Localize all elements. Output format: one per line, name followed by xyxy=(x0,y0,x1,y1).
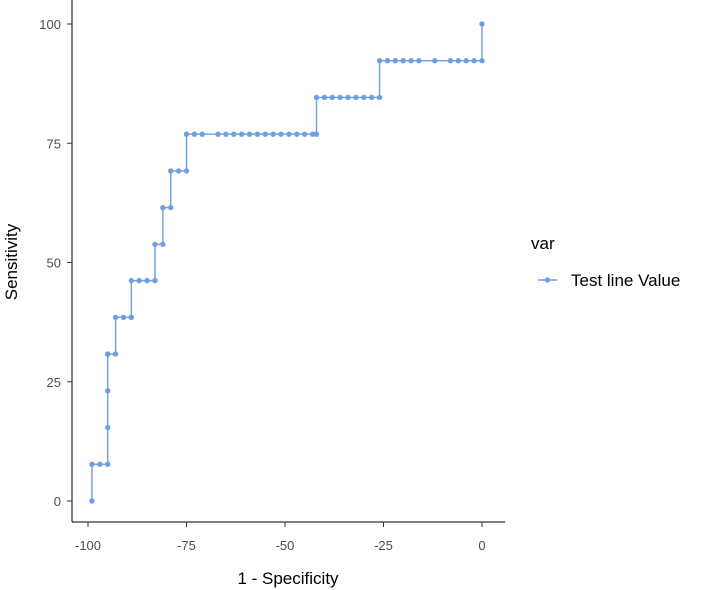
data-point xyxy=(105,424,111,431)
data-point xyxy=(376,58,383,64)
series-line-test-line-value xyxy=(91,24,483,501)
data-point xyxy=(463,58,469,64)
data-point xyxy=(112,314,119,321)
data-point xyxy=(376,94,383,101)
data-point xyxy=(368,94,375,101)
data-point xyxy=(105,351,111,357)
data-point xyxy=(168,204,174,211)
data-point xyxy=(432,58,438,64)
x-tick-label: -25 xyxy=(374,538,393,553)
data-point xyxy=(246,131,253,137)
data-point xyxy=(254,131,261,137)
data-point xyxy=(160,241,166,248)
data-point xyxy=(329,94,335,101)
data-point xyxy=(286,131,292,137)
data-point xyxy=(89,461,95,467)
x-tick-label: -100 xyxy=(75,538,101,553)
plot-area: -100 -75 -50 -25 0 0 25 50 75 100 xyxy=(39,0,505,553)
data-point xyxy=(183,131,190,137)
data-point xyxy=(313,94,320,101)
data-point xyxy=(337,94,343,101)
data-point xyxy=(392,58,399,64)
data-point xyxy=(191,131,198,137)
data-point xyxy=(152,277,158,284)
data-point xyxy=(223,131,229,137)
data-point xyxy=(313,131,320,137)
data-point xyxy=(128,314,135,321)
y-tick-label: 0 xyxy=(54,494,61,509)
data-point xyxy=(353,94,359,101)
data-point xyxy=(262,131,268,137)
x-ticks: -100 -75 -50 -25 0 xyxy=(75,522,486,553)
data-point xyxy=(479,21,485,27)
x-tick-label: -75 xyxy=(177,538,196,553)
data-point xyxy=(294,131,300,137)
data-point xyxy=(471,58,477,64)
data-point xyxy=(479,58,485,64)
y-ticks: 0 25 50 75 100 xyxy=(39,17,72,509)
data-point xyxy=(384,58,391,64)
data-point xyxy=(447,58,454,64)
x-tick-label: 0 xyxy=(478,538,485,553)
data-point xyxy=(105,461,111,467)
y-tick-label: 100 xyxy=(39,17,61,32)
data-point xyxy=(302,131,308,137)
data-point xyxy=(278,131,284,137)
y-tick-label: 25 xyxy=(47,375,61,390)
data-point xyxy=(168,168,174,174)
y-tick-label: 50 xyxy=(47,256,61,271)
data-point xyxy=(408,58,414,64)
data-point xyxy=(152,241,158,248)
data-point xyxy=(238,131,245,137)
x-axis-title: 1 - Specificity xyxy=(237,569,339,588)
data-point xyxy=(128,277,135,284)
data-point xyxy=(105,388,111,394)
data-point xyxy=(183,168,190,174)
data-point xyxy=(231,131,237,137)
data-point xyxy=(160,204,166,211)
data-point xyxy=(345,94,351,101)
legend-title: var xyxy=(531,234,555,253)
legend-label-test-line-value: Test line Value xyxy=(571,271,680,290)
y-tick-label: 75 xyxy=(47,136,61,151)
data-point xyxy=(112,351,119,357)
x-tick-label: -50 xyxy=(276,538,295,553)
data-point xyxy=(144,277,150,284)
legend: var Test line Value xyxy=(531,234,680,290)
data-point xyxy=(136,277,142,284)
data-point xyxy=(400,58,406,64)
data-point xyxy=(455,58,462,64)
data-point xyxy=(120,314,127,321)
series-layer xyxy=(89,21,485,504)
data-point xyxy=(89,498,95,504)
data-point xyxy=(309,131,316,137)
data-point xyxy=(97,461,103,467)
data-point xyxy=(215,131,221,137)
y-axis-title: Sensitivity xyxy=(2,223,21,300)
data-point xyxy=(321,94,328,101)
data-point xyxy=(416,58,422,64)
data-point xyxy=(270,131,276,137)
legend-key-point xyxy=(544,277,551,283)
data-point xyxy=(175,168,182,174)
data-point xyxy=(199,131,205,137)
data-point xyxy=(361,94,367,101)
